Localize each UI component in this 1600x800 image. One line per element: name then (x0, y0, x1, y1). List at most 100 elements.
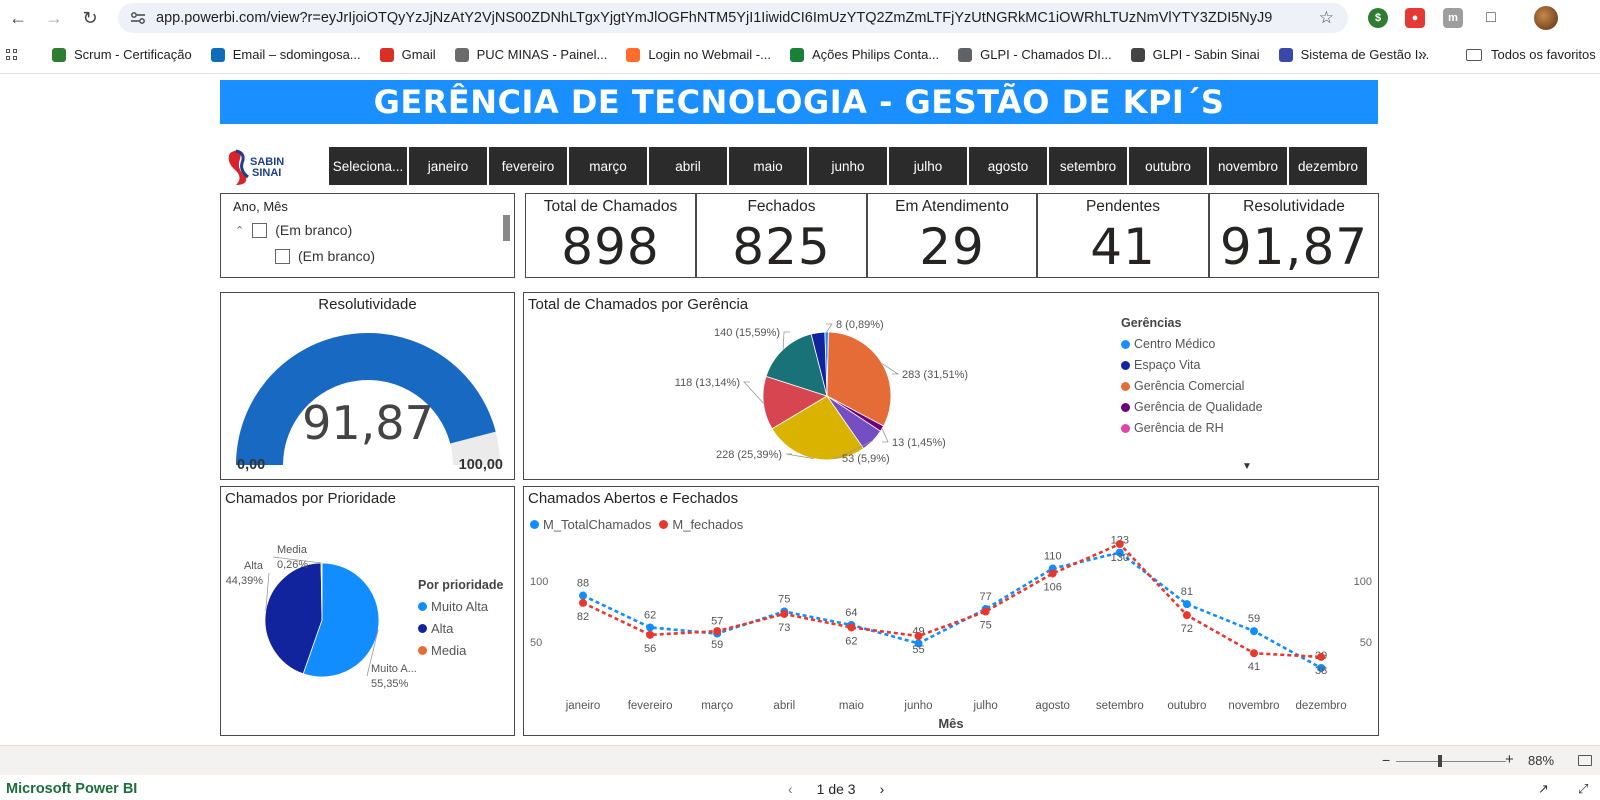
data-point[interactable] (579, 591, 587, 600)
bookmark-item[interactable]: GLPI - Sabin Sinai (1130, 47, 1260, 62)
data-point[interactable] (579, 598, 587, 607)
legend-item[interactable]: Centro Médico (1121, 337, 1263, 351)
month-button[interactable]: setembro (1049, 147, 1127, 185)
month-button[interactable]: julho (889, 147, 967, 185)
data-point[interactable] (981, 607, 990, 616)
pie-data-label: Alta (244, 560, 264, 572)
bookmark-item[interactable]: PUC MINAS - Painel... (454, 47, 607, 62)
pie-slice[interactable] (762, 375, 828, 430)
checkbox[interactable] (275, 248, 290, 264)
data-label: 75 (979, 620, 991, 632)
bookmark-item[interactable]: Scrum - Certificação (52, 47, 192, 62)
month-button[interactable]: junho (809, 147, 887, 185)
back-arrow-icon[interactable]: ← (9, 7, 27, 28)
slicer-item[interactable]: (Em branco) (275, 248, 375, 264)
forward-arrow-icon[interactable]: → (45, 7, 63, 28)
data-point[interactable] (914, 639, 923, 648)
next-page-icon[interactable]: › (879, 781, 885, 797)
collapse-chevron-icon[interactable]: ⌃ (235, 224, 245, 237)
pie-slice[interactable] (810, 331, 828, 397)
legend-item[interactable]: M_TotalChamados (530, 517, 651, 532)
legend-scroll-down-icon[interactable]: ▼ (1242, 461, 1252, 472)
slicer-item[interactable]: ⌃ (Em branco) (235, 222, 352, 238)
legend-item[interactable]: Gerência de Qualidade (1121, 400, 1263, 414)
previous-page-icon[interactable]: ‹ (788, 781, 793, 797)
zoom-slider-thumb[interactable] (1438, 755, 1442, 767)
data-point[interactable] (646, 630, 655, 639)
month-button[interactable]: Seleciona... (329, 147, 407, 185)
month-filter-buttons: Seleciona... janeiro fevereiro março abril ma… (329, 147, 1369, 185)
month-button[interactable]: novembro (1209, 147, 1287, 185)
pie-slice[interactable] (771, 395, 865, 461)
bookmark-item[interactable]: GLPI - Chamados DI... (958, 47, 1112, 62)
dollar-extension-icon[interactable]: $ (1368, 8, 1388, 28)
more-bookmarks-icon[interactable]: » (1418, 46, 1427, 63)
fullscreen-icon[interactable]: ⤢ (1578, 781, 1589, 796)
gauge-visual[interactable]: Resolutividade 91,87 0,00 100,00 (220, 292, 515, 480)
m-extension-icon[interactable]: m (1443, 8, 1463, 28)
month-button[interactable]: janeiro (409, 147, 487, 185)
data-label: 56 (644, 643, 656, 655)
data-point[interactable] (1317, 663, 1326, 672)
month-button[interactable]: março (569, 147, 647, 185)
legend-item[interactable]: Media (418, 643, 503, 658)
zoom-in-icon[interactable]: + (1505, 751, 1514, 768)
slicer-scrollbar[interactable] (503, 215, 510, 241)
data-point[interactable] (1115, 548, 1124, 557)
data-point[interactable] (1115, 540, 1124, 548)
legend-item[interactable]: M_fechados (659, 517, 743, 532)
gauge-title: Resolutividade (318, 296, 417, 313)
prioridade-pie-visual[interactable]: Chamados por Prioridade Muito A... 55,35%… (220, 486, 515, 736)
data-point[interactable] (1317, 652, 1326, 661)
bookmark-star-icon[interactable]: ☆ (1318, 8, 1334, 27)
browser-toolbar: ← → ↻ app.powerbi.com/view?r=eyJrIjoiOTQ… (0, 0, 1600, 36)
data-point[interactable] (914, 632, 923, 641)
legend-item[interactable]: Alta (418, 621, 503, 636)
data-point[interactable] (1250, 627, 1258, 636)
kpi-card-resolutividade: Resolutividade 91,87 (1209, 193, 1379, 278)
apps-grid-icon[interactable] (6, 49, 20, 63)
legend-item[interactable]: Muito Alta (418, 599, 503, 614)
all-bookmarks-folder[interactable]: Todos os favoritos (1466, 47, 1596, 62)
data-point[interactable] (1250, 649, 1258, 658)
slicer-item-label: (Em branco) (298, 248, 376, 264)
legend-item[interactable]: Espaço Vita (1121, 358, 1263, 372)
month-button[interactable]: outubro (1129, 147, 1207, 185)
fit-to-page-icon[interactable] (1578, 755, 1592, 766)
address-bar[interactable]: app.powerbi.com/view?r=eyJrIjoiOTQyYzJjN… (118, 3, 1348, 33)
bookmark-item[interactable]: Gmail (379, 47, 436, 62)
checkbox[interactable] (252, 222, 268, 238)
data-point[interactable] (1182, 600, 1191, 609)
powerbi-brand-link[interactable]: Microsoft Power BI (6, 781, 138, 797)
bookmark-item[interactable]: Email – sdomingosa... (210, 47, 361, 62)
month-button[interactable]: agosto (969, 147, 1047, 185)
profile-avatar[interactable] (1534, 6, 1558, 30)
abertos-fechados-line-visual[interactable]: Chamados Abertos e Fechados M_TotalChama… (523, 486, 1379, 736)
month-button[interactable]: fevereiro (489, 147, 567, 185)
zoom-slider-track[interactable] (1396, 761, 1506, 762)
gerencia-pie-visual[interactable]: Total de Chamados por Gerência 8 (0,89%)… (523, 292, 1379, 480)
month-button[interactable]: abril (649, 147, 727, 185)
share-icon[interactable]: ↗ (1538, 781, 1549, 796)
reload-icon[interactable]: ↻ (82, 7, 98, 28)
legend-item[interactable]: Gerência Comercial (1121, 379, 1263, 393)
data-point[interactable] (780, 609, 789, 618)
puzzle-extension-icon[interactable]: □ (1486, 9, 1496, 26)
bookmark-label: Login no Webmail -... (648, 47, 771, 62)
data-point[interactable] (646, 623, 655, 632)
bookmark-item[interactable]: Login no Webmail -... (626, 47, 771, 62)
bookmark-label: Email – sdomingosa... (232, 47, 361, 62)
bookmark-item[interactable]: Sistema de Gestão I... (1278, 47, 1429, 62)
pie-slice[interactable] (765, 333, 828, 397)
site-info-icon[interactable] (130, 10, 146, 26)
zoom-out-icon[interactable]: − (1382, 752, 1391, 768)
data-point[interactable] (847, 623, 856, 632)
data-point[interactable] (1182, 611, 1191, 620)
data-point[interactable] (713, 627, 722, 636)
month-button[interactable]: dezembro (1289, 147, 1367, 185)
bookmark-item[interactable]: Ações Philips Conta... (789, 47, 939, 62)
legend-item[interactable]: Gerência de RH (1121, 421, 1263, 435)
month-button[interactable]: maio (729, 147, 807, 185)
pdf-extension-icon[interactable]: ● (1405, 8, 1425, 28)
data-point[interactable] (1048, 569, 1057, 578)
